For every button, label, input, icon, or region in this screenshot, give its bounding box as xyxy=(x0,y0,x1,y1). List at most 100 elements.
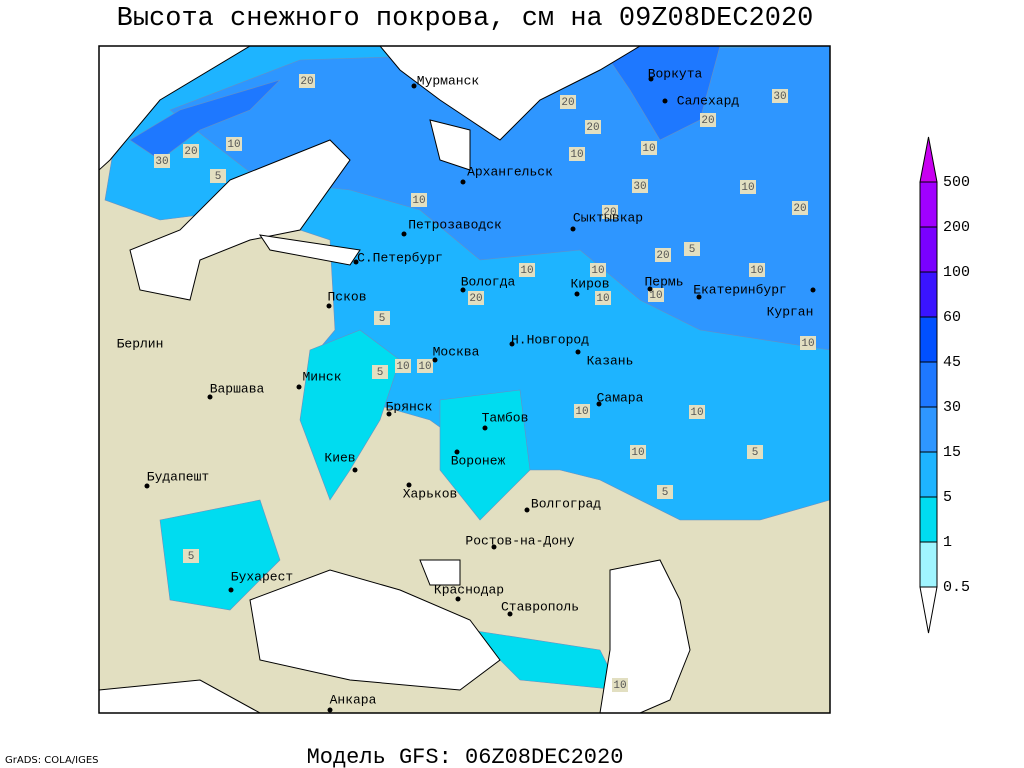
colorbar-label: 500 xyxy=(943,174,970,191)
colorbar-bin xyxy=(919,496,938,543)
contour-label-box xyxy=(792,201,808,215)
city-label: Ставрополь xyxy=(501,599,579,614)
city-label: Будапешт xyxy=(147,469,209,484)
contour-label: 10 xyxy=(750,265,763,277)
contour-label-box xyxy=(210,169,226,183)
colorbar-bin xyxy=(919,586,938,634)
contour-label-box xyxy=(417,359,433,373)
city-label: Киров xyxy=(570,276,609,291)
contour-label: 20 xyxy=(184,146,197,158)
sea xyxy=(599,559,691,713)
city-dot xyxy=(460,179,466,185)
contour-label: 10 xyxy=(690,407,703,419)
contour-label-box xyxy=(299,74,315,88)
city-dot xyxy=(810,287,816,293)
city-dot xyxy=(296,384,302,390)
contour-label-box xyxy=(411,193,427,207)
contour-label: 10 xyxy=(591,265,604,277)
city-label: Екатеринбург xyxy=(693,282,787,297)
city-label: Пермь xyxy=(644,274,683,289)
colorbar-label: 30 xyxy=(943,399,961,416)
contour-label-box xyxy=(374,311,390,325)
contour-label-box xyxy=(684,242,700,256)
title: Высота снежного покрова, см на 09Z08DEC2… xyxy=(117,4,814,34)
contour-label-box xyxy=(641,141,657,155)
colorbar-label: 60 xyxy=(943,309,961,326)
contour-label-box xyxy=(395,359,411,373)
contour-label: 5 xyxy=(752,447,759,459)
contour-label-box xyxy=(183,144,199,158)
city-label: Берлин xyxy=(117,336,164,351)
contour-label: 5 xyxy=(379,313,386,325)
contour-label: 10 xyxy=(396,361,409,373)
city-label: Салехард xyxy=(677,93,740,108)
contour-label-box xyxy=(772,89,788,103)
sea xyxy=(99,46,251,171)
contour-label: 10 xyxy=(412,195,425,207)
colorbar-label: 200 xyxy=(943,219,970,236)
contour-label-box xyxy=(574,404,590,418)
city-label: Петрозаводск xyxy=(408,217,502,232)
contour-label: 10 xyxy=(642,143,655,155)
contour-label-box xyxy=(612,678,628,692)
contour-label-box xyxy=(183,549,199,563)
city-dot xyxy=(696,294,702,300)
city-dot xyxy=(507,611,513,617)
city-label: Тамбов xyxy=(482,410,529,425)
contour-label: 20 xyxy=(701,115,714,127)
colorbar-label: 15 xyxy=(943,444,961,461)
sea xyxy=(99,679,261,713)
city-label: Бухарест xyxy=(231,569,293,584)
contour-label-box xyxy=(648,288,664,302)
city-dot xyxy=(401,231,407,237)
city-label: Казань xyxy=(587,353,634,368)
city-label: Воркута xyxy=(648,66,703,81)
colorbar-bin xyxy=(919,361,938,408)
contour-label: 10 xyxy=(613,680,626,692)
contour-label-box xyxy=(700,113,716,127)
contour-label-box xyxy=(630,445,646,459)
city-dot xyxy=(454,449,460,455)
city-dot xyxy=(411,83,417,89)
city-dot xyxy=(491,544,497,550)
city-label: Н.Новгород xyxy=(511,332,589,347)
city-dot xyxy=(228,587,234,593)
city-dot xyxy=(144,483,150,489)
city-label: Москва xyxy=(433,344,480,359)
city-label: Киев xyxy=(324,450,355,465)
city-label: Брянск xyxy=(386,399,433,414)
colorbar-label: 100 xyxy=(943,264,970,281)
city-label: Псков xyxy=(327,289,366,304)
colorbar-bin xyxy=(919,136,938,183)
contour-label: 20 xyxy=(469,293,482,305)
city-label: Краснодар xyxy=(434,582,504,597)
colorbar-label: 5 xyxy=(943,489,952,506)
city-label: Сыктывкар xyxy=(573,210,643,225)
contour-label: 5 xyxy=(188,551,195,563)
contour-label-box xyxy=(632,179,648,193)
city-dot xyxy=(647,286,653,292)
city-dot xyxy=(386,411,392,417)
contour-label: 20 xyxy=(603,207,616,219)
city-dot xyxy=(460,287,466,293)
sea xyxy=(379,46,641,141)
city-label: Харьков xyxy=(403,486,458,501)
credit: GrADS: COLA/IGES xyxy=(5,755,99,766)
contour-label-box xyxy=(569,147,585,161)
colorbar-bin xyxy=(919,541,938,588)
contour-label-box xyxy=(226,137,242,151)
colorbar-label: 1 xyxy=(943,534,952,551)
contour-label: 10 xyxy=(570,149,583,161)
city-label: С.Петербург xyxy=(357,250,443,265)
city-dot xyxy=(406,482,412,488)
contour-label-box xyxy=(519,263,535,277)
city-dot xyxy=(662,98,668,104)
city-dot xyxy=(432,357,438,363)
sea xyxy=(419,559,461,586)
sea xyxy=(249,569,501,691)
city-label: Самара xyxy=(597,390,644,405)
contour-label-box xyxy=(747,445,763,459)
contour-label: 5 xyxy=(215,171,222,183)
